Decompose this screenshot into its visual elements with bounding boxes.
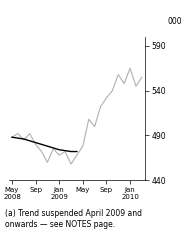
Text: (a) Trend suspended April 2009 and
onwards — see NOTES page.: (a) Trend suspended April 2009 and onwar… xyxy=(5,209,142,229)
Text: 000: 000 xyxy=(167,16,181,25)
